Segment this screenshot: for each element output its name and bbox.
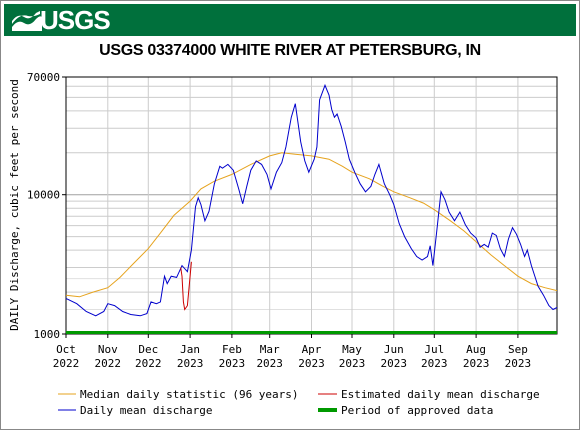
approved-period-bar <box>66 331 557 334</box>
y-tick-label: 1000 <box>34 328 61 341</box>
legend-label-median: Median daily statistic (96 years) <box>80 388 299 401</box>
x-tick-label-year: 2023 <box>381 357 408 370</box>
y-tick-label: 10000 <box>27 189 60 202</box>
x-tick-label-year: 2023 <box>298 357 325 370</box>
x-tick-label-month: Jun <box>384 343 404 356</box>
x-tick-label-year: 2022 <box>53 357 80 370</box>
x-tick-label-month: May <box>342 343 362 356</box>
legend-label-approved: Period of approved data <box>341 404 493 417</box>
x-tick-label-month: Dec <box>138 343 158 356</box>
usgs-logo-icon <box>12 11 42 31</box>
x-tick-label-month: Apr <box>302 343 322 356</box>
x-tick-label-month: Sep <box>508 343 528 356</box>
chart-title: USGS 03374000 WHITE RIVER AT PETERSBURG,… <box>99 42 481 59</box>
x-tick-label-year: 2023 <box>177 357 204 370</box>
x-tick-label-year: 2023 <box>463 357 490 370</box>
x-tick-label-month: Jul <box>424 343 444 356</box>
axis-layer: Oct2022Nov2022Dec2022Jan2023Feb2023Mar20… <box>27 71 531 370</box>
x-tick-label-month: Aug <box>466 343 486 356</box>
x-tick-label-month: Feb <box>222 343 242 356</box>
y-tick-label: 70000 <box>27 71 60 84</box>
x-tick-label-year: 2022 <box>95 357 122 370</box>
x-tick-label-month: Jan <box>180 343 200 356</box>
daily-series-line <box>65 83 558 317</box>
x-tick-label-year: 2023 <box>339 357 366 370</box>
x-tick-label-month: Mar <box>260 343 280 356</box>
series-layer <box>65 83 558 334</box>
usgs-banner: USGS <box>4 4 576 36</box>
grid-layer <box>65 77 557 334</box>
x-tick-label-year: 2022 <box>135 357 162 370</box>
x-tick-label-month: Nov <box>98 343 118 356</box>
estimated-series-line <box>180 261 192 311</box>
x-tick-label-month: Oct <box>56 343 76 356</box>
x-tick-label-year: 2023 <box>421 357 448 370</box>
x-tick-label-year: 2023 <box>505 357 532 370</box>
legend-label-estimated: Estimated daily mean discharge <box>341 388 540 401</box>
x-tick-label-year: 2023 <box>219 357 246 370</box>
legend-label-daily: Daily mean discharge <box>80 404 212 417</box>
usgs-logo-text: USGS <box>40 5 111 35</box>
legend: Median daily statistic (96 years) Estima… <box>58 388 540 417</box>
x-tick-label-year: 2023 <box>256 357 283 370</box>
y-axis-label: DAILY Discharge, cubic feet per second <box>8 79 21 331</box>
